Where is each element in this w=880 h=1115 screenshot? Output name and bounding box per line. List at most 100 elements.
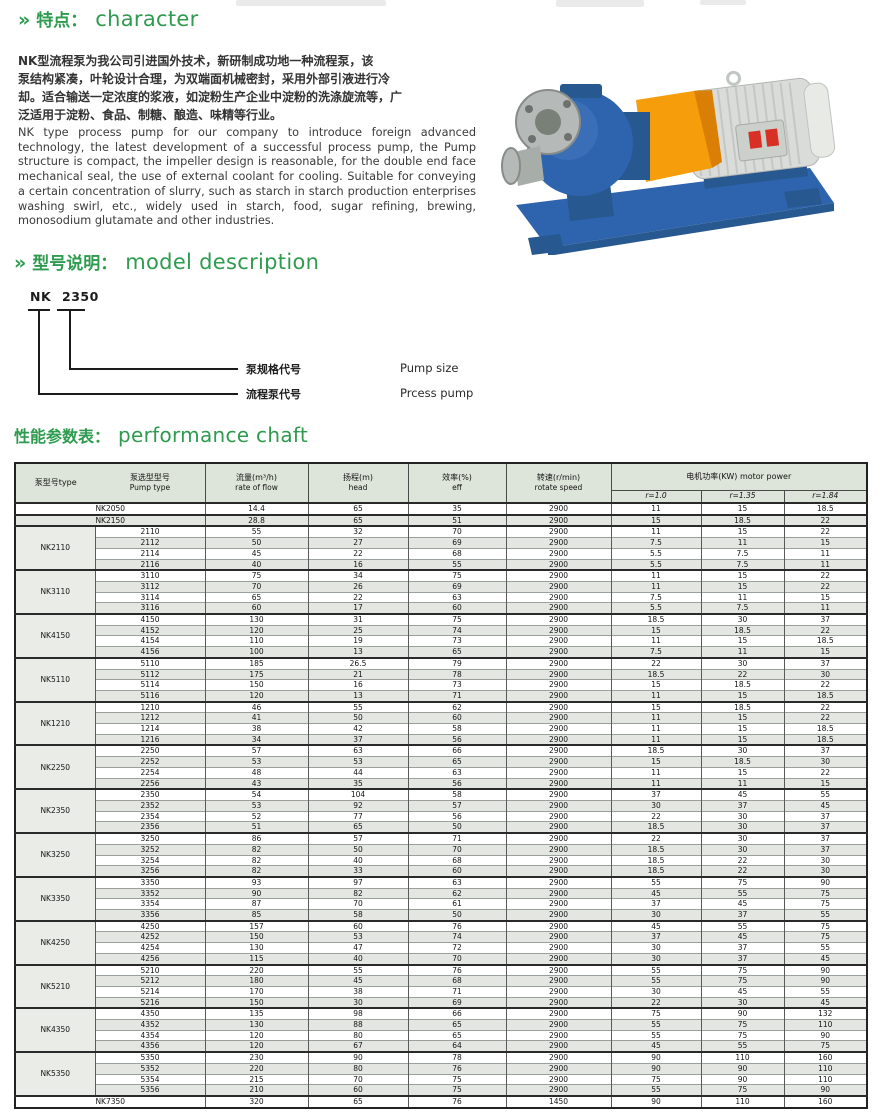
table-cell: 170 [204,985,309,998]
section-title-character: » 特点： character [18,6,199,31]
cell-submodel: 5210 [94,963,206,976]
table-cell: 2900 [505,843,612,855]
table-cell: 22 [307,591,409,603]
cell-submodel: 5112 [94,668,206,680]
table-cell: 55 [783,985,868,998]
table-cell: 90 [700,1062,785,1075]
table-cell: 68 [407,547,507,560]
cell-submodel: 5212 [94,975,206,987]
table-cell: 98 [307,1007,409,1020]
table-row: 3256 82 33 60 2900 18.5 22 30 [15,865,868,877]
table-row: NK5110 5110 185 26.5 79 2900 22 30 37 [14,656,868,702]
table-cell: 30 [307,996,409,1009]
table-cell: 2900 [505,1040,612,1053]
table-cell: 30 [700,656,785,670]
coupling-guard [636,90,722,182]
cell-submodel: 4254 [94,942,206,954]
table-cell: 55 [783,788,868,801]
table-cell: 2900 [505,854,612,866]
table-cell: 77 [307,810,409,822]
table-cell: 64 [407,1040,507,1053]
pump-photo [501,70,836,255]
table-cell: 30 [700,810,785,822]
table-row: 1216 34 37 56 2900 11 15 18.5 [15,733,868,746]
table-cell: 160 [783,1051,868,1064]
table-row: 1212 41 50 60 2900 11 15 22 [15,712,868,724]
cell-submodel: 5214 [94,985,206,998]
table-row: 2252 53 53 65 2900 15 18.5 30 [15,756,868,768]
table-cell: 71 [407,689,507,702]
table-row: 4352 130 88 65 2900 55 75 110 [15,1019,868,1031]
table-cell: 93 [204,875,309,889]
cell-submodel: 5116 [94,689,206,702]
table-cell: 62 [407,700,507,713]
table-cell: 37 [783,656,868,670]
table-cell: 60 [307,919,409,932]
table-cell: 15 [783,591,868,603]
callout-line [57,309,85,311]
table-row: 1214 38 42 58 2900 11 15 18.5 [15,723,868,735]
table-cell: 18.5 [783,635,868,647]
cell-submodel: 4250 [94,919,206,932]
scan-artifact [236,0,386,6]
table-row: 4354 120 80 65 2900 55 75 90 [15,1029,868,1041]
table-cell: 30 [700,821,785,834]
table-cell: 15 [610,679,702,691]
table-cell: 37 [700,909,785,921]
model-code-prefix: NK [30,289,52,304]
table-cell: 2900 [505,1062,612,1075]
table-cell: 15 [610,700,702,713]
table-cell: 90 [610,1062,702,1075]
table-cell: 22 [610,832,702,845]
table-cell: 75 [610,1073,702,1085]
cell-submodel: 5352 [94,1062,206,1075]
callout-line [69,309,71,370]
table-cell: 22 [783,624,868,636]
cell-submodel: 5350 [94,1051,206,1064]
table-cell: 1450 [505,1094,612,1108]
cell-submodel: 4156 [94,646,206,658]
table-cell: 2900 [505,1007,612,1020]
table-cell: 65 [407,756,507,768]
table-cell: 104 [307,788,409,801]
table-cell: 78 [407,668,507,680]
table-cell: 2900 [505,942,612,954]
table-cell: 68 [407,854,507,866]
table-cell: 70 [307,898,409,910]
table-row: 3112 70 26 69 2900 11 15 22 [15,580,868,593]
table-cell: 22 [610,656,702,670]
table-cell: 90 [783,1084,868,1096]
table-row: 5354 215 70 75 2900 75 90 110 [15,1073,868,1085]
cell-group-model: NK4350 [14,1007,96,1053]
table-cell: 69 [407,996,507,1009]
table-cell: 57 [204,744,309,757]
table-cell: 63 [307,744,409,757]
section-title-performance: 性能参数表： performance chaft [14,423,308,447]
table-row: 4356 120 67 64 2900 45 55 75 [15,1040,868,1053]
header-speed: 转速(r/min) rotate speed [505,462,612,504]
table-cell: 22 [783,580,868,593]
cell-submodel: 2254 [94,766,206,779]
cell-submodel: 2114 [94,547,206,560]
table-cell: 130 [204,942,309,954]
table-cell: 11 [700,591,785,603]
table-cell: 22 [783,679,868,691]
table-cell: 55 [407,558,507,571]
scan-artifact [700,0,746,5]
pump-volute [501,84,650,221]
table-row: 4152 120 25 74 2900 15 18.5 22 [15,624,868,636]
table-row: 5352 220 80 76 2900 90 90 110 [15,1062,868,1075]
cell-submodel: 4150 [94,613,206,626]
table-cell: 60 [407,602,507,615]
table-row: NK7350 320 65 76 1450 90 110 160 [14,1094,868,1108]
table-cell: 63 [407,591,507,603]
table-row: 2354 52 77 56 2900 22 30 37 [15,810,868,822]
cell-submodel: 3254 [94,854,206,866]
table-cell: 2900 [505,679,612,691]
header-motor-power: 电机功率(KW) motor power [610,462,868,491]
table-cell: 157 [204,919,309,932]
table-cell: 22 [783,525,868,538]
cell-group-model: NK3350 [14,875,96,921]
table-cell: 90 [204,887,309,899]
table-row: 4256 115 40 70 2900 30 37 45 [15,952,868,965]
